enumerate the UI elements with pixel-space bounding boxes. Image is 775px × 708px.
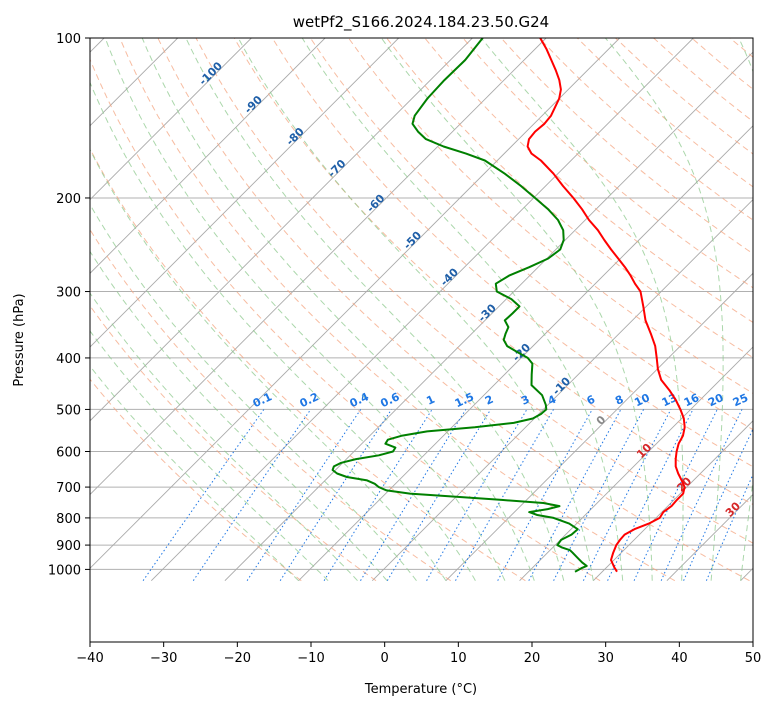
x-tick-label: 20 — [524, 651, 541, 666]
isotherm-line — [224, 51, 753, 582]
dry-adiabat-line — [233, 38, 753, 506]
y-tick-label: 700 — [56, 481, 81, 496]
x-tick-label: 0 — [381, 651, 389, 666]
dry-adiabat-line — [90, 58, 601, 582]
x-tick-label: 30 — [597, 651, 614, 666]
y-tick-label: 500 — [56, 403, 81, 418]
mixing-ratio-line — [455, 409, 554, 581]
y-tick-label: 300 — [56, 286, 81, 301]
moist-adiabat-line — [90, 203, 417, 582]
x-axis-label: Temperature (°C) — [364, 682, 477, 697]
dry-adiabat-line — [386, 38, 753, 359]
mixing-ratio-line — [246, 409, 362, 581]
y-axis-label: Pressure (hPa) — [12, 293, 27, 386]
mixing-ratio-line — [705, 473, 753, 581]
mixing-ratio-lines — [142, 409, 753, 581]
mixing-ratio-line — [426, 409, 528, 581]
moist-adiabat-line — [90, 292, 358, 582]
moist-adiabat-line — [90, 250, 388, 582]
dry-adiabat-line — [90, 228, 451, 582]
y-tick-label: 1000 — [48, 563, 81, 578]
dry-adiabat-line — [348, 38, 753, 394]
dry-adiabat-line — [90, 147, 526, 582]
mixing-ratio-line — [279, 409, 392, 581]
sounding-series — [331, 38, 686, 573]
isotherm-line — [90, 38, 252, 201]
moist-adiabat-line — [90, 365, 299, 582]
dry-adiabat-line — [119, 38, 676, 582]
mixing-ratio-label: 10 — [632, 391, 652, 409]
mixing-ratio-line — [683, 427, 753, 581]
mixing-ratio-label: 13 — [660, 391, 679, 409]
x-tick-label: −20 — [224, 651, 251, 666]
isotherm-line — [90, 38, 400, 348]
moist-adiabat-lines — [90, 38, 753, 582]
x-tick-label: −30 — [150, 651, 177, 666]
dry-adiabat-line — [309, 38, 753, 431]
pressure-grid — [90, 38, 753, 570]
mixing-ratio-line — [360, 409, 467, 581]
mixing-ratio-label: 30 — [751, 391, 771, 409]
moist-adiabat-line — [90, 81, 476, 581]
temperature-line — [526, 38, 686, 573]
y-tick-label: 600 — [56, 446, 81, 461]
mixing-ratio-line — [323, 409, 433, 581]
dry-adiabat-line — [90, 378, 302, 582]
moist-adiabat-line — [90, 330, 329, 582]
x-tick-label: −40 — [76, 651, 103, 666]
y-tick-label: 100 — [56, 32, 81, 47]
isotherm-line — [519, 346, 753, 582]
y-tick-label: 800 — [56, 512, 81, 527]
mixing-ratio-line — [582, 409, 672, 581]
y-tick-label: 900 — [56, 539, 81, 554]
x-tick-label: −10 — [297, 651, 324, 666]
isotherm-line — [90, 38, 473, 422]
plot-frame — [89, 37, 754, 643]
axes: −40 −30 −20 −10 0 10 20 30 40 50 100 200 300 400 500 60… — [48, 32, 761, 666]
moist-adiabat-line — [380, 38, 653, 581]
isotherm-line — [445, 272, 753, 582]
mixing-ratio-label: 16 — [682, 391, 702, 409]
moist-adiabat-line — [301, 38, 624, 581]
x-tick-label: 40 — [671, 651, 688, 666]
chart-title: wetPf2_S166.2024.184.23.50.G24 — [293, 13, 549, 32]
mixing-ratio-label: 20 — [706, 391, 726, 409]
moist-adiabat-line — [185, 38, 565, 581]
dewpoint-line — [331, 38, 588, 573]
isotherm-line — [90, 38, 547, 496]
isotherm-line — [150, 38, 694, 582]
x-tick-label: 50 — [745, 651, 762, 666]
mixing-ratio-line — [660, 409, 743, 581]
y-tick-label: 200 — [56, 192, 81, 207]
moist-adiabat-line — [605, 38, 724, 581]
isotherm-line — [90, 38, 326, 274]
y-tick-label: 400 — [56, 352, 81, 367]
moist-adiabat-line — [141, 38, 535, 581]
mixing-ratio-line — [192, 409, 312, 581]
dry-adiabat-line — [157, 38, 750, 582]
mixing-ratio-line — [553, 409, 645, 581]
moist-adiabat-line — [237, 38, 594, 581]
dry-adiabat-line — [90, 304, 377, 582]
isotherm-line — [90, 38, 621, 569]
moist-adiabat-line — [90, 148, 447, 581]
moist-adiabat-line — [104, 38, 506, 581]
dry-adiabat-line — [271, 38, 753, 468]
mixing-ratio-line — [386, 409, 492, 581]
x-tick-label: 10 — [450, 651, 467, 666]
mixing-ratio-label: 25 — [731, 391, 750, 409]
